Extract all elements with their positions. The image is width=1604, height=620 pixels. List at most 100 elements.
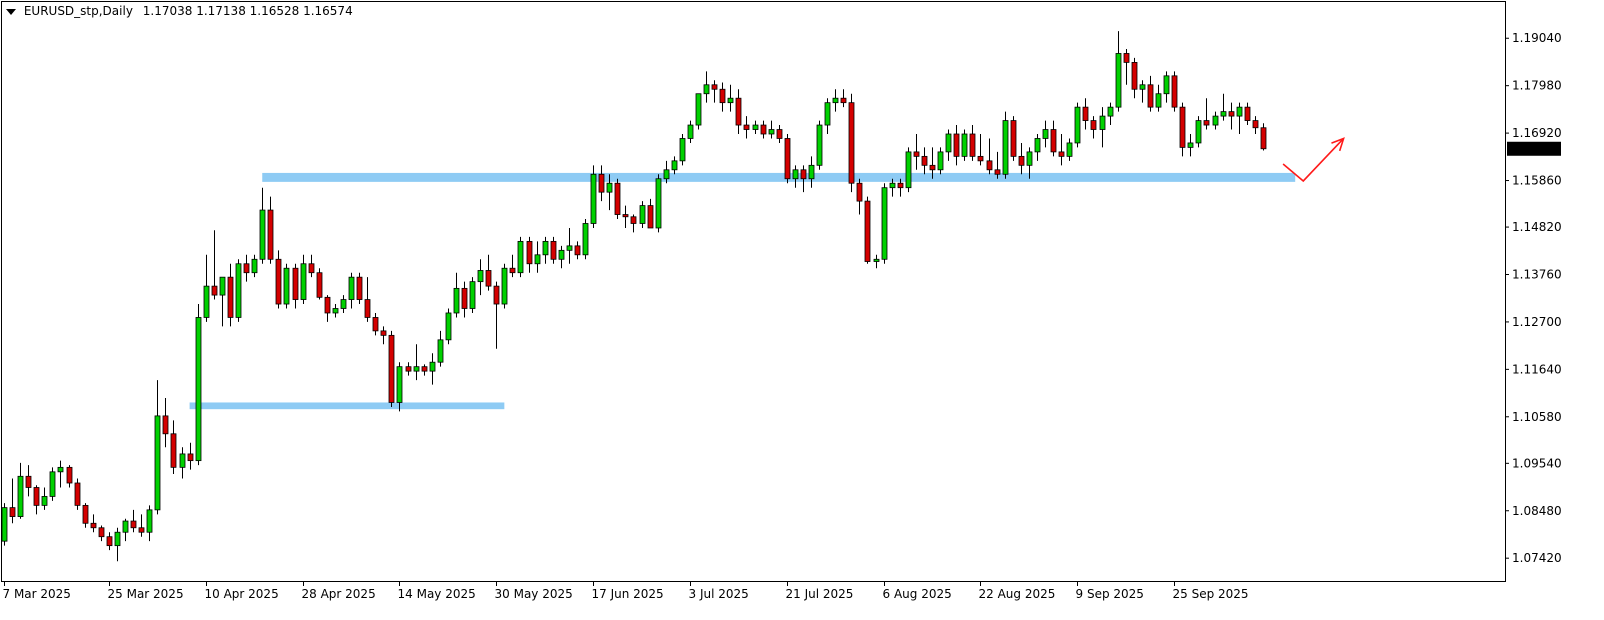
candle: [558, 245, 565, 269]
candle-body-bull: [179, 453, 186, 468]
y-tick-label: 1.07420: [1512, 551, 1562, 565]
candle-body-bull: [816, 124, 823, 166]
candle-body-bull: [17, 475, 24, 517]
candle-body-bull: [1, 507, 8, 542]
candle-body-bear: [372, 317, 379, 332]
zone-rect: [262, 172, 1296, 182]
candle-body-bear: [1090, 120, 1097, 130]
candle-body-bull: [203, 285, 210, 318]
candle: [1058, 133, 1065, 166]
candle: [203, 254, 210, 322]
candle: [57, 460, 64, 488]
dropdown-triangle-icon[interactable]: [6, 8, 16, 15]
candle-body-bull: [501, 267, 508, 305]
candle-body-bull: [792, 169, 799, 180]
candle: [251, 254, 258, 278]
candle-body-bear: [98, 527, 105, 538]
candle-body-bear: [130, 520, 137, 529]
candle: [413, 344, 420, 381]
candle: [429, 353, 436, 385]
candle: [727, 84, 734, 112]
candle-body-bear: [243, 263, 250, 274]
candle-body-bear: [485, 270, 492, 287]
candle-body-bear: [647, 205, 654, 229]
y-tick-label: 1.08480: [1512, 504, 1562, 518]
candle-body-bear: [388, 334, 395, 403]
candle-body-bear: [1252, 120, 1259, 129]
candle: [179, 447, 186, 479]
candle: [122, 518, 129, 542]
candle-body-bear: [784, 138, 791, 180]
candle: [1147, 75, 1154, 112]
candle: [98, 525, 105, 542]
candle-body-bull: [477, 270, 484, 283]
candle-body-bear: [913, 151, 920, 157]
x-tick-label: 28 Apr 2025: [302, 587, 376, 601]
candle: [679, 133, 686, 166]
candle-body-bear: [929, 164, 936, 171]
candle-body-bear: [897, 182, 904, 189]
candle-body-bull: [1115, 53, 1122, 108]
candle: [154, 380, 161, 515]
candle: [195, 304, 202, 466]
candle: [332, 304, 339, 318]
candle-body-bear: [308, 263, 315, 274]
candle: [776, 125, 783, 143]
candle: [82, 503, 89, 528]
candle: [1244, 102, 1251, 126]
arrow-head: [1331, 137, 1345, 152]
candle-body-bear: [800, 169, 807, 180]
candle: [977, 133, 984, 166]
candle: [953, 125, 960, 166]
candle: [405, 362, 412, 376]
y-tick-label: 1.11640: [1512, 362, 1562, 376]
time-axis[interactable]: 7 Mar 2025 25 Mar 2025 10 Apr 2025 28 Apr 2…: [3, 581, 1249, 601]
candle: [897, 178, 904, 197]
candle: [340, 295, 347, 313]
candle: [300, 254, 307, 305]
candle-body-bull: [937, 151, 944, 171]
candle-body-bear: [977, 155, 984, 162]
candle: [348, 272, 355, 309]
candle-body-bear: [1179, 106, 1186, 148]
candle-body-bull: [873, 258, 880, 262]
x-tick-label: 21 Jul 2025: [786, 587, 854, 601]
candle: [1131, 57, 1138, 99]
candle-body-bull: [1074, 106, 1081, 144]
candle: [1171, 71, 1178, 112]
x-tick-label: 25 Mar 2025: [108, 587, 184, 601]
x-tick-label: 17 Jun 2025: [592, 587, 664, 601]
price-axis[interactable]: 1.19040 1.17980 1.16920 1.15860 1.14820 1.137…: [1505, 31, 1562, 565]
candle: [639, 201, 646, 228]
candle: [687, 120, 694, 143]
candle: [517, 236, 524, 278]
candle: [937, 147, 944, 175]
candle: [275, 250, 282, 309]
candle: [961, 129, 968, 161]
candle-body-bull: [413, 366, 420, 372]
candle-body-bull: [889, 182, 896, 189]
candle-body-bull: [235, 263, 242, 318]
candle-body-bull: [1139, 84, 1146, 90]
candle-body-bull: [122, 520, 129, 533]
candle-body-bear: [1203, 120, 1210, 126]
candle-body-bear: [275, 258, 282, 305]
candle: [1179, 102, 1186, 157]
y-tick-label: 1.13760: [1512, 267, 1562, 281]
candle: [170, 420, 177, 475]
candle-body-bull: [300, 263, 307, 300]
candle: [1034, 133, 1041, 161]
candle: [614, 178, 621, 220]
candle: [316, 268, 323, 300]
candle: [74, 478, 81, 510]
y-tick-label: 1.12700: [1512, 315, 1562, 329]
candle: [534, 241, 541, 273]
candle: [994, 151, 1001, 179]
candle: [703, 71, 710, 103]
candle: [138, 514, 145, 537]
candle-body-bull: [752, 124, 759, 130]
candle: [711, 80, 718, 103]
zone-rect: [189, 402, 505, 410]
candle-body-bull: [49, 471, 56, 497]
